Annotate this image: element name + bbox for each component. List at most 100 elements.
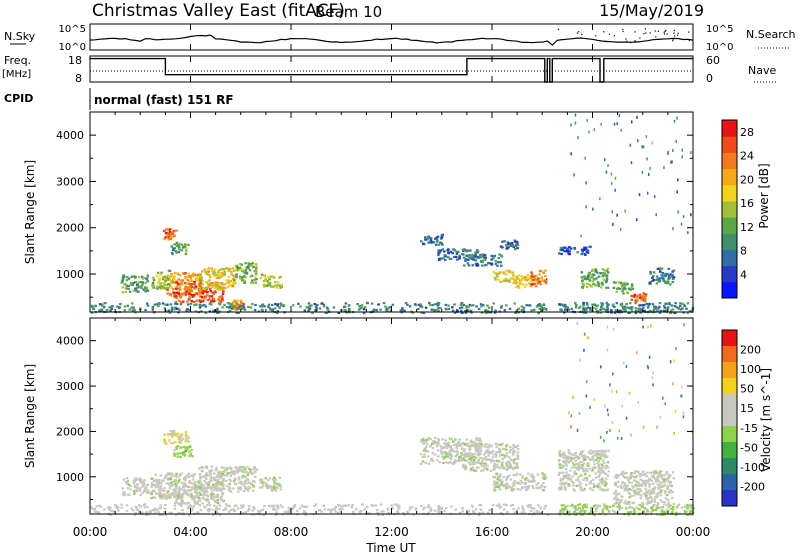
heatmap-cell [222,290,225,293]
heatmap-cell [170,236,174,239]
heatmap-cell [584,277,587,280]
heatmap-cell [511,244,515,248]
heatmap-cell [577,136,579,140]
heatmap-cell [662,481,665,484]
heatmap-cell [188,298,191,301]
heatmap-cell [669,309,673,312]
heatmap-cell [291,304,295,307]
heatmap-cell [217,274,221,277]
nsearch-point [635,41,637,43]
heatmap-cell [280,304,283,307]
heatmap-cell [229,471,233,474]
heatmap-cell [188,450,191,453]
heatmap-cell [664,402,666,406]
heatmap-cell [615,502,618,505]
heatmap-cell [221,292,225,295]
heatmap-cell [182,453,185,456]
heatmap-cell [475,466,479,469]
heatmap-cell [120,281,123,284]
heatmap-cell [270,275,273,278]
heatmap-cell [380,510,383,513]
heatmap-cell [420,438,423,442]
frequency-panel: Freq. [MHz] 18 8 60 0 Nave [2,54,778,85]
heatmap-cell [143,479,146,482]
heatmap-cell [575,479,578,482]
heatmap-cell [205,477,208,480]
heatmap-cell [520,277,524,280]
heatmap-cell [473,462,476,465]
heatmap-cell [509,458,513,461]
heatmap-cell [214,469,217,472]
heatmap-cell [500,443,504,446]
heatmap-cell [581,286,584,289]
heatmap-cell [157,511,160,514]
heatmap-cell [642,425,645,429]
heatmap-cell [469,304,473,307]
heatmap-cell [188,514,191,517]
heatmap-cell [653,486,657,489]
heatmap-cell [655,278,658,281]
velocity-colorbar-label: Velocity [m s^-1] [759,368,773,472]
heatmap-cell [124,481,128,484]
heatmap-cell [260,273,264,276]
heatmap-cell [109,310,112,313]
heatmap-cell [243,308,247,311]
heatmap-cell [601,459,605,462]
heatmap-cell [163,275,166,278]
y-tick-label: 1000 [56,268,84,281]
heatmap-cell [630,433,632,437]
heatmap-cell [543,474,546,478]
heatmap-cell [211,513,215,516]
heatmap-cell [426,455,430,458]
heatmap-cell [451,306,454,309]
heatmap-cell [140,286,143,289]
heatmap-cell [559,477,563,480]
heatmap-cell [163,307,167,310]
heatmap-cell [251,489,255,492]
heatmap-cell [612,281,616,284]
heatmap-cell [614,483,617,486]
heatmap-cell [582,306,585,309]
heatmap-cell [648,309,652,313]
heatmap-cell [172,291,176,294]
heatmap-cell [595,307,598,310]
heatmap-cell [269,485,272,488]
heatmap-cell [166,279,169,282]
heatmap-cell [194,483,198,486]
heatmap-cell [227,472,230,475]
heatmap-cell [506,465,509,468]
heatmap-cell [634,302,637,305]
heatmap-cell [613,510,616,514]
heatmap-cell [266,280,269,283]
heatmap-cell [210,283,214,286]
heatmap-cell [479,456,482,460]
heatmap-cell [215,276,218,280]
heatmap-cell [271,489,274,492]
heatmap-cell [432,241,435,244]
heatmap-cell [508,242,512,245]
heatmap-cell [184,475,187,479]
heatmap-cell [253,309,257,312]
heatmap-cell [220,267,224,271]
heatmap-cell [161,276,164,279]
heatmap-cell [505,461,509,464]
nsearch-point [664,30,666,32]
heatmap-cell [669,489,672,492]
heatmap-cell [581,279,585,282]
heatmap-cell [458,456,461,459]
heatmap-cell [649,270,652,274]
heatmap-cell [493,486,496,489]
heatmap-cell [231,302,235,305]
heatmap-cell [474,262,478,266]
nave-top-tick: 60 [706,54,720,67]
heatmap-cell [573,452,577,455]
heatmap-cell [558,463,561,466]
heatmap-cell [141,277,145,280]
heatmap-cell [205,287,208,290]
heatmap-cell [641,145,643,149]
heatmap-cell [581,506,585,510]
heatmap-cell [518,473,522,476]
heatmap-cell [593,303,596,306]
heatmap-cell [374,504,378,507]
heatmap-cell [558,252,561,255]
